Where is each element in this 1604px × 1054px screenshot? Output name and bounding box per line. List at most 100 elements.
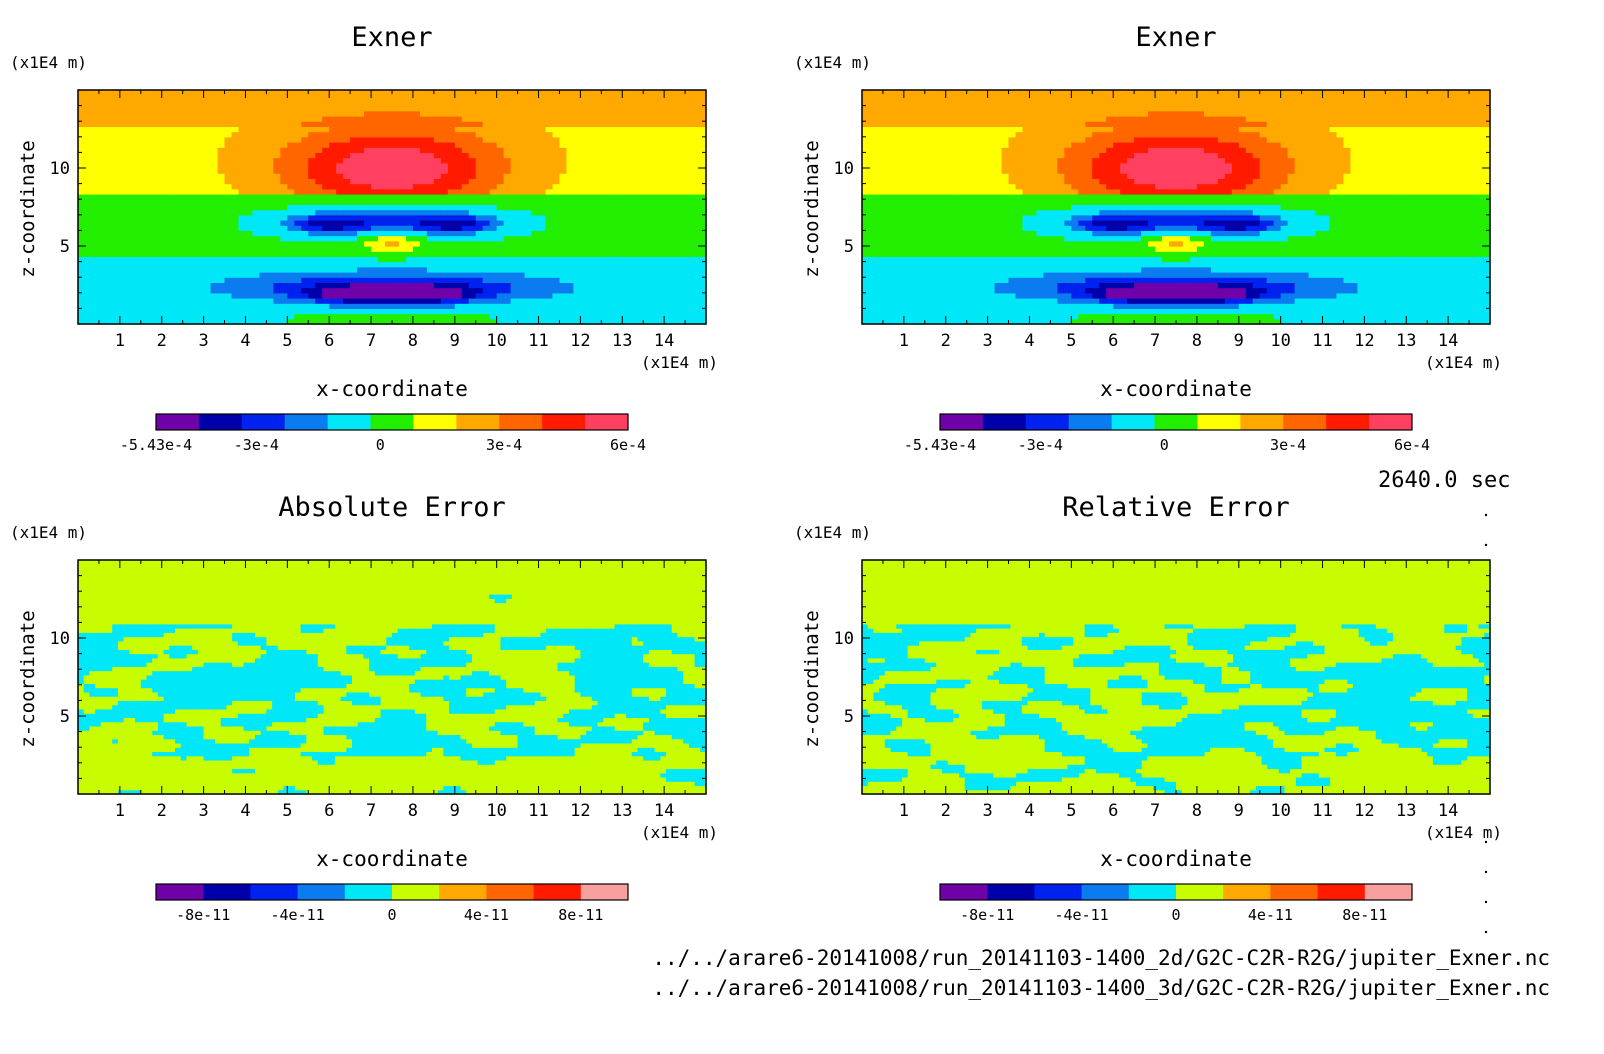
heatmap-cell — [643, 225, 651, 231]
heatmap-cell — [876, 163, 884, 169]
heatmap-cell — [622, 288, 630, 294]
heatmap-cell — [960, 152, 968, 158]
heatmap-cell — [392, 215, 400, 221]
heatmap-cell — [315, 106, 323, 112]
heatmap-cell — [252, 111, 260, 117]
heatmap-cell — [211, 132, 219, 138]
heatmap-cell — [232, 152, 240, 158]
heatmap-cell — [573, 106, 581, 112]
heatmap-cell — [678, 262, 686, 268]
heatmap-cell — [967, 204, 975, 210]
heatmap-cell — [99, 220, 107, 226]
heatmap-cell — [427, 168, 435, 174]
heatmap-cell — [434, 147, 442, 153]
heatmap-cell — [622, 220, 630, 226]
heatmap-cell — [378, 178, 386, 184]
heatmap-cell — [148, 95, 156, 101]
heatmap-cell — [336, 267, 344, 273]
heatmap-cell — [678, 189, 686, 195]
heatmap-cell — [273, 106, 281, 112]
heatmap-cell — [883, 147, 891, 153]
heatmap-cell — [462, 267, 470, 273]
heatmap-cell — [371, 267, 379, 273]
heatmap-cell — [287, 236, 295, 242]
heatmap-cell — [155, 132, 163, 138]
heatmap-cell — [953, 256, 961, 262]
heatmap-cell — [385, 220, 393, 226]
heatmap-cell — [890, 303, 898, 309]
heatmap-cell — [266, 204, 274, 210]
heatmap-cell — [946, 303, 954, 309]
heatmap-cell — [406, 230, 414, 236]
heatmap-cell — [608, 256, 616, 262]
heatmap-cell — [692, 95, 700, 101]
heatmap-cell — [566, 210, 574, 216]
heatmap-cell — [664, 236, 672, 242]
heatmap-cell — [580, 293, 588, 299]
heatmap-cell — [552, 314, 560, 320]
heatmap-cell — [225, 121, 233, 127]
heatmap-cell — [469, 163, 477, 169]
heatmap-cell — [336, 126, 344, 132]
heatmap-cell — [904, 147, 912, 153]
heatmap-cell — [692, 137, 700, 143]
heatmap-cell — [106, 95, 114, 101]
heatmap-cell — [106, 163, 114, 169]
heatmap-cell — [99, 267, 107, 273]
heatmap-cell — [904, 194, 912, 200]
heatmap-cell — [378, 158, 386, 164]
heatmap-cell — [678, 111, 686, 117]
heatmap-cell — [960, 106, 968, 112]
heatmap-cell — [946, 95, 954, 101]
heatmap-cell — [176, 184, 184, 190]
heatmap-cell — [918, 220, 926, 226]
heatmap-cell — [876, 225, 884, 231]
heatmap-cell — [294, 282, 302, 288]
heatmap-cell — [636, 277, 644, 283]
heatmap-cell — [294, 168, 302, 174]
heatmap-cell — [134, 251, 142, 257]
heatmap-cell — [552, 168, 560, 174]
heatmap-cell — [364, 267, 372, 273]
heatmap-cell — [876, 236, 884, 242]
heatmap-cell — [448, 184, 456, 190]
heatmap-cell — [946, 116, 954, 122]
heatmap-cell — [169, 121, 177, 127]
heatmap-cell — [238, 220, 246, 226]
heatmap-cell — [162, 256, 170, 262]
heatmap-cell — [650, 298, 658, 304]
heatmap-cell — [636, 142, 644, 148]
heatmap-cell — [232, 126, 240, 132]
heatmap-cell — [232, 137, 240, 143]
heatmap-cell — [120, 163, 128, 169]
heatmap-cell — [671, 215, 679, 221]
heatmap-cell — [518, 220, 526, 226]
heatmap-cell — [876, 152, 884, 158]
heatmap-cell — [552, 241, 560, 247]
heatmap-cell — [525, 106, 533, 112]
heatmap-cell — [911, 225, 919, 231]
heatmap-cell — [967, 121, 975, 127]
heatmap-cell — [371, 116, 379, 122]
heatmap-cell — [434, 194, 442, 200]
heatmap-cell — [434, 158, 442, 164]
heatmap-cell — [225, 288, 233, 294]
heatmap-cell — [252, 95, 260, 101]
heatmap-cell — [350, 241, 358, 247]
heatmap-cell — [434, 106, 442, 112]
heatmap-cell — [890, 100, 898, 106]
heatmap-cell — [78, 314, 86, 320]
heatmap-cell — [455, 95, 463, 101]
heatmap-cell — [650, 178, 658, 184]
heatmap-cell — [245, 298, 253, 304]
heatmap-cell — [211, 204, 219, 210]
heatmap-cell — [988, 298, 996, 304]
heatmap-cell — [113, 152, 121, 158]
heatmap-cell — [967, 116, 975, 122]
heatmap-cell — [967, 236, 975, 242]
heatmap-cell — [169, 277, 177, 283]
heatmap-cell — [559, 236, 567, 242]
heatmap-cell — [134, 168, 142, 174]
heatmap-cell — [608, 95, 616, 101]
heatmap-cell — [622, 298, 630, 304]
